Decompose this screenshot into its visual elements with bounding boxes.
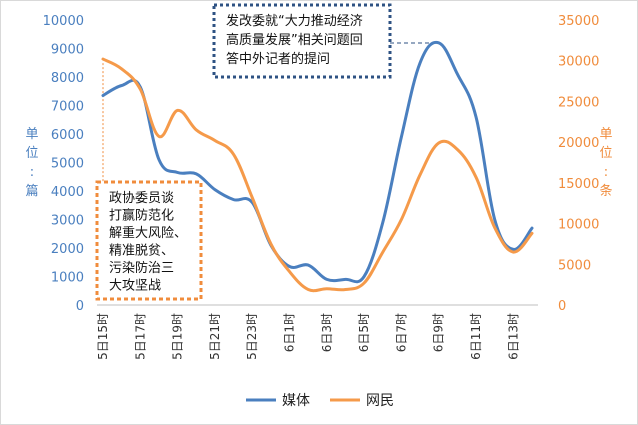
left-tick-label: 6000 [51, 128, 84, 143]
annotation-text: 发改委就“大力推动经济 [226, 13, 363, 29]
series-line-netizens [101, 57, 534, 293]
x-tick-label: 6日7时 [394, 313, 408, 352]
left-axis-label: 单位: 篇 [25, 127, 38, 199]
x-tick-label: 5日17时 [133, 313, 147, 360]
annotations: 发改委就“大力推动经济高质量发展”相关问题回答中外记者的提问政协委员谈打赢防范化… [95, 3, 392, 301]
x-tick-label: 6日13时 [506, 313, 520, 360]
right-tick-label: 25000 [558, 95, 599, 110]
legend: 媒体 网民 [246, 393, 394, 409]
left-axis-label-char: 位 [25, 146, 38, 161]
left-tick-label: 5000 [51, 157, 84, 172]
annotation-connectors [102, 42, 435, 182]
left-tick-label: 7000 [51, 100, 84, 115]
right-axis-label-char: : [604, 165, 608, 180]
right-axis-label-char: 条 [599, 183, 612, 199]
right-tick-label: 5000 [558, 258, 591, 273]
x-tick-label: 6日5时 [357, 313, 371, 352]
right-tick-label: 30000 [558, 55, 599, 70]
x-tick-label: 6日1时 [283, 313, 297, 352]
left-axis-ticks: 0 1000 2000 3000 4000 5000 6000 7000 8000 9000 100… [43, 14, 84, 314]
legend-label: 网民 [366, 393, 394, 409]
annotation-text: 大攻坚战 [109, 279, 161, 294]
left-tick-label: 2000 [51, 242, 84, 257]
annotation-box [212, 3, 392, 79]
left-tick-label: 9000 [51, 43, 84, 58]
x-tick-label: 6日11时 [469, 313, 483, 360]
legend-label: 媒体 [282, 393, 310, 409]
series-line-media [101, 40, 534, 284]
x-tick-label: 5日15时 [96, 313, 110, 360]
right-axis-ticks: 0 5000 10000 15000 20000 25000 30000 35000 [558, 14, 599, 314]
right-axis-label-char: 单 [599, 127, 612, 142]
annotation-text: 解重大风险、 [109, 225, 187, 241]
annotation-text: 精准脱贫、 [109, 243, 174, 259]
annotation-text: 答中外记者的提问 [226, 51, 330, 67]
left-axis-label-char: 单 [25, 127, 38, 142]
annotation-text: 污染防治三 [109, 260, 174, 276]
left-tick-label: 4000 [51, 185, 84, 200]
right-tick-label: 35000 [558, 14, 599, 29]
left-axis-label-char: : [30, 165, 34, 180]
right-tick-label: 20000 [558, 136, 599, 151]
right-tick-label: 15000 [558, 177, 599, 192]
right-tick-label: 10000 [558, 218, 599, 233]
left-tick-label: 0 [76, 299, 84, 314]
annotation-box [95, 180, 203, 301]
right-axis-label: 单位: 条 [599, 127, 612, 199]
x-tick-label: 5日19时 [171, 313, 185, 360]
left-tick-label: 8000 [51, 71, 84, 86]
x-tick-label: 6日9时 [432, 313, 446, 352]
x-tick-label: 5日21时 [208, 313, 222, 360]
left-tick-label: 1000 [51, 271, 84, 286]
left-tick-label: 10000 [43, 14, 84, 29]
annotation-text: 高质量发展”相关问题回 [226, 32, 363, 48]
left-axis-label-char: 篇 [25, 184, 38, 199]
annotation-text: 打赢防范化 [109, 208, 174, 224]
x-axis-ticks: 5日15时 5日17时 5日19时 5日21时 5日23时 6日1时 6日3时 6日5时 6日7… [96, 313, 520, 360]
right-tick-label: 0 [558, 299, 566, 314]
left-tick-label: 3000 [51, 214, 84, 229]
x-tick-label: 5日23时 [245, 313, 259, 360]
right-axis-label-char: 位 [599, 146, 612, 161]
annotation-text: 政协委员谈 [109, 191, 174, 206]
x-tick-label: 6日3时 [320, 313, 334, 352]
